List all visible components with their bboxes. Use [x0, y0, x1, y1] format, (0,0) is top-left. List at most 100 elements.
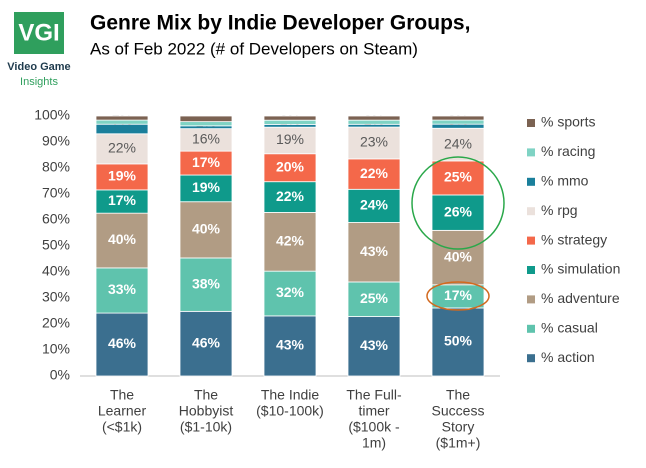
y-tick-label: 50%	[42, 237, 70, 253]
bar-segment	[263, 270, 317, 317]
bar-segment	[95, 212, 149, 269]
bar-segment	[431, 160, 485, 196]
y-tick-label: 100%	[34, 107, 70, 123]
bar-segment	[431, 127, 485, 162]
legend-swatch	[527, 324, 535, 333]
logo-line: Insights	[20, 76, 58, 88]
data-label: 43%	[360, 337, 389, 353]
logo-line: Video Game	[7, 61, 70, 73]
y-tick-label: 80%	[42, 159, 70, 175]
chart-subtitle: As of Feb 2022 (# of Developers on Steam…	[90, 39, 418, 58]
data-label: 22%	[360, 165, 389, 181]
data-label: 33%	[108, 281, 137, 297]
y-tick-label: 90%	[42, 133, 70, 149]
data-label: 38%	[192, 275, 221, 291]
y-tick-label: 0%	[50, 367, 70, 383]
bar-segment	[263, 181, 317, 213]
data-label: 24%	[444, 135, 472, 151]
data-label: 40%	[108, 231, 137, 247]
legend-swatch	[527, 177, 535, 186]
legend-swatch	[527, 354, 535, 363]
data-label: 50%	[444, 333, 473, 349]
data-label: 20%	[276, 158, 305, 174]
x-tick-label: The	[446, 387, 470, 403]
y-tick-label: 20%	[42, 315, 70, 331]
x-tick-label: 1m)	[362, 435, 386, 451]
bar-segment	[179, 174, 233, 203]
data-label: 24%	[360, 197, 389, 213]
bar-segment	[263, 315, 317, 377]
bar-segment	[179, 121, 233, 127]
data-label: 26%	[444, 203, 473, 219]
data-label: 46%	[192, 334, 221, 350]
x-tick-label: Story	[442, 419, 475, 435]
data-label: 25%	[444, 169, 473, 185]
data-label: 23%	[360, 134, 388, 150]
highlight-ellipse	[426, 281, 490, 311]
legend-swatch	[527, 148, 535, 157]
bar-segment	[263, 119, 317, 125]
bar-segment	[263, 153, 317, 183]
data-label: 43%	[360, 243, 389, 259]
legend-label: % simulation	[541, 261, 620, 277]
x-tick-label: ($10-100k)	[256, 403, 324, 419]
data-label: 42%	[276, 233, 305, 249]
data-label: 19%	[108, 168, 137, 184]
bar-segment	[431, 194, 485, 231]
legend-swatch	[527, 119, 535, 127]
bar-segment	[347, 281, 401, 317]
legend-label: % racing	[541, 143, 595, 159]
highlight-ellipse	[411, 156, 505, 250]
bar-segment	[179, 115, 233, 123]
bar-segment	[347, 119, 401, 125]
bar-segment	[431, 119, 485, 125]
bar-segment	[95, 267, 149, 314]
data-label: 19%	[276, 131, 304, 147]
bar-segment	[431, 229, 485, 286]
bar-segment	[347, 115, 401, 121]
bar-segment	[263, 115, 317, 121]
y-tick-label: 10%	[42, 341, 70, 357]
data-label: 22%	[108, 140, 136, 156]
data-label: 32%	[276, 284, 305, 300]
legend-label: % strategy	[541, 231, 607, 247]
bar-segment	[95, 312, 149, 377]
data-label: 17%	[192, 154, 221, 170]
y-tick-label: 60%	[42, 211, 70, 227]
bar-segment	[95, 133, 149, 165]
bar-segment	[179, 201, 233, 259]
data-label: 43%	[276, 337, 305, 353]
y-tick-label: 70%	[42, 185, 70, 201]
x-tick-label: ($100k -	[348, 419, 400, 435]
bar-segment	[95, 119, 149, 125]
legend-label: % adventure	[541, 290, 620, 306]
bar-segment	[347, 158, 401, 190]
data-label: 25%	[360, 290, 389, 306]
bar-segment	[95, 163, 149, 191]
legend-swatch	[527, 236, 535, 245]
logo-box	[14, 12, 64, 54]
legend-label: % sports	[541, 114, 595, 130]
bar-segment	[179, 310, 233, 377]
legend-label: % rpg	[541, 202, 578, 218]
data-label: 40%	[192, 221, 221, 237]
legend-swatch	[527, 207, 535, 216]
x-tick-label: The	[110, 387, 134, 403]
y-tick-label: 30%	[42, 289, 70, 305]
x-tick-label: The Full-	[346, 387, 402, 403]
x-tick-label: The Indie	[261, 387, 320, 403]
legend-label: % casual	[541, 320, 598, 336]
x-tick-label: Learner	[98, 403, 147, 419]
x-tick-label: timer	[358, 403, 389, 419]
bar-segment	[95, 115, 149, 121]
data-label: 17%	[444, 287, 473, 303]
logo-mark: VGI	[18, 19, 59, 46]
x-tick-label: The	[194, 387, 218, 403]
x-tick-label: ($1m+)	[436, 435, 481, 451]
bar-segment	[179, 257, 233, 312]
bar-segment	[431, 115, 485, 121]
legend-swatch	[527, 295, 535, 304]
x-tick-label: Hobbyist	[179, 403, 234, 419]
data-label: 17%	[108, 192, 137, 208]
